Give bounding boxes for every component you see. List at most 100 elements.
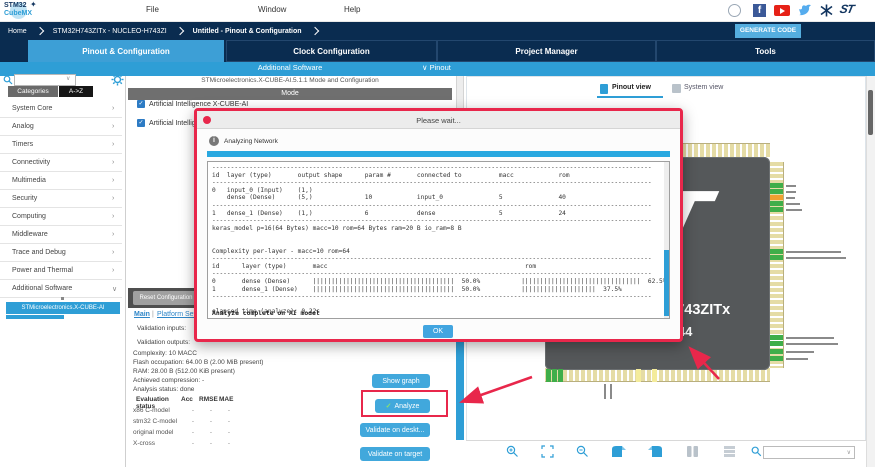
sidebar-item-connectivity[interactable]: Connectivity › <box>0 154 122 172</box>
stat-ram: RAM: 28.00 B (512.00 KiB present) <box>133 368 235 375</box>
console-scrollbar-handle[interactable] <box>664 250 669 316</box>
sidebar <box>0 76 126 467</box>
configured-pin[interactable] <box>546 369 551 382</box>
menu-file[interactable]: File <box>146 5 159 14</box>
rotate-counterclockwise-icon[interactable] <box>610 444 627 459</box>
logo-line-1: STM32 <box>4 2 27 9</box>
tab-clock-configuration[interactable]: Clock Configuration <box>226 40 437 62</box>
window-scrollbar-handle[interactable] <box>868 90 873 135</box>
chevron-right-icon: › <box>112 141 115 148</box>
st-logo[interactable]: ST <box>838 2 855 16</box>
additional-software-header[interactable]: Additional Software <box>257 63 323 72</box>
mode-panel-scrollbar-handle[interactable] <box>456 342 464 440</box>
generate-code-button[interactable]: GENERATE CODE <box>735 24 801 38</box>
pin-search-combobox[interactable]: ∨ <box>763 446 855 459</box>
analyze-button[interactable]: ✓ Analyze <box>375 399 430 413</box>
configured-pin[interactable] <box>770 201 783 206</box>
ok-button[interactable]: OK <box>423 325 453 338</box>
breadcrumb-device[interactable]: STM32H743ZITx - NUCLEO-H743ZI <box>52 27 167 35</box>
asterisk-icon[interactable] <box>820 4 833 17</box>
sidebar-tab-categories[interactable]: Categories <box>8 86 58 97</box>
highlighted-pin[interactable] <box>636 369 641 382</box>
pin-label <box>786 343 838 345</box>
configured-pin[interactable] <box>770 356 783 361</box>
pinout-view-button[interactable]: Pinout view <box>612 84 651 91</box>
zoom-in-icon[interactable] <box>506 445 519 458</box>
chip-pins-right[interactable] <box>770 162 784 368</box>
window-scrollbar-track[interactable] <box>866 76 875 467</box>
sidebar-item-multimedia[interactable]: Multimedia › <box>0 172 122 190</box>
breadcrumb-chevron-icon <box>35 26 44 36</box>
console-output: ----------------------------------------… <box>212 164 667 316</box>
sidebar-item-analog[interactable]: Analog › <box>0 118 122 136</box>
rotate-clockwise-icon[interactable] <box>647 444 664 459</box>
sidebar-item-timers[interactable]: Timers › <box>0 136 122 154</box>
tab-tools[interactable]: Tools <box>656 40 875 62</box>
dialog-title-bar[interactable] <box>197 111 680 129</box>
validate-desktop-button[interactable]: Validate on deskt... <box>360 423 430 437</box>
warning-pin[interactable] <box>770 195 783 200</box>
sidebar-item-security[interactable]: Security › <box>0 190 122 208</box>
youtube-icon[interactable] <box>774 5 790 16</box>
zoom-out-icon[interactable] <box>576 445 589 458</box>
sidebar-item-middleware[interactable]: Middleware › <box>0 226 122 244</box>
sidebar-item-power-thermal[interactable]: Power and Thermal › <box>0 262 122 280</box>
sidebar-item-trace-debug[interactable]: Trace and Debug › <box>0 244 122 262</box>
menu-window[interactable]: Window <box>258 5 287 14</box>
twitter-icon[interactable] <box>798 4 813 17</box>
system-view-button[interactable]: System view <box>684 84 724 91</box>
chevron-down-icon: ∨ <box>846 450 851 456</box>
st-community-icon[interactable] <box>728 4 741 17</box>
validation-inputs-label: Validation inputs: <box>137 325 187 332</box>
chevron-down-icon[interactable]: ∨ <box>66 76 71 82</box>
chip-pins-bottom[interactable] <box>545 368 770 382</box>
split-view-icon[interactable] <box>686 445 699 458</box>
configured-pin[interactable] <box>770 183 783 188</box>
sidebar-tab-az[interactable]: A->Z <box>59 86 93 97</box>
sidebar-item-additional-software[interactable]: Additional Software ∨ <box>0 280 122 298</box>
stat-complexity: Complexity: 10 MACC <box>133 350 197 357</box>
pin-label <box>786 209 802 211</box>
checkbox-checked-icon[interactable]: ✓ <box>137 100 145 108</box>
configured-pin[interactable] <box>770 335 783 340</box>
chevron-right-icon: › <box>112 105 115 112</box>
layers-icon[interactable] <box>723 445 736 458</box>
breadcrumb-project[interactable]: Untitled - Pinout & Configuration <box>192 27 302 35</box>
facebook-icon[interactable]: f <box>753 4 766 17</box>
tab-project-manager[interactable]: Project Manager <box>437 40 656 62</box>
config-tab-platform-settings[interactable]: Platform Settings <box>157 311 211 318</box>
config-tab-main[interactable]: Main <box>134 311 150 318</box>
configured-pin[interactable] <box>770 207 783 212</box>
configured-pin[interactable] <box>770 341 783 346</box>
gear-icon[interactable] <box>111 73 124 86</box>
pinout-menu[interactable]: ∨ Pinout <box>422 63 451 72</box>
sidebar-search-input[interactable] <box>14 74 76 86</box>
mode-section-header: Mode <box>128 88 452 100</box>
console-scrollbar-track[interactable] <box>664 162 669 318</box>
sidebar-item-computing[interactable]: Computing › <box>0 208 122 226</box>
configured-pin[interactable] <box>770 349 783 354</box>
menu-help[interactable]: Help <box>344 5 361 14</box>
configured-pin[interactable] <box>770 249 783 254</box>
configured-pin[interactable] <box>770 255 783 260</box>
highlighted-pin[interactable] <box>652 369 657 382</box>
breadcrumb-home[interactable]: Home <box>8 27 27 35</box>
show-graph-button[interactable]: Show graph <box>372 374 430 388</box>
checkbox-checked-icon[interactable]: ✓ <box>137 119 145 127</box>
cubemx-bird-icon: ✦ <box>30 0 37 9</box>
configured-pin[interactable] <box>558 369 563 382</box>
pin-label <box>786 191 796 193</box>
tab-pinout-configuration[interactable]: Pinout & Configuration <box>28 40 224 62</box>
sidebar-item-system-core[interactable]: System Core › <box>0 100 122 118</box>
sidebar-item-xcube-ai-selected[interactable]: STMicroelectronics.X-CUBE-AI <box>6 302 120 314</box>
reset-configuration-button[interactable]: Reset Configuration <box>133 291 199 305</box>
best-fit-icon[interactable] <box>541 445 554 458</box>
chevron-down-icon: ∨ <box>112 286 118 293</box>
dialog-heading: Analyzing Network <box>224 138 278 145</box>
analysis-console[interactable]: ----------------------------------------… <box>207 161 670 319</box>
configured-pin[interactable] <box>770 189 783 194</box>
validate-target-button[interactable]: Validate on target <box>360 447 430 461</box>
dialog-close-icon[interactable] <box>203 116 211 124</box>
eval-row-original: original model - - - <box>133 429 231 436</box>
configured-pin[interactable] <box>552 369 557 382</box>
